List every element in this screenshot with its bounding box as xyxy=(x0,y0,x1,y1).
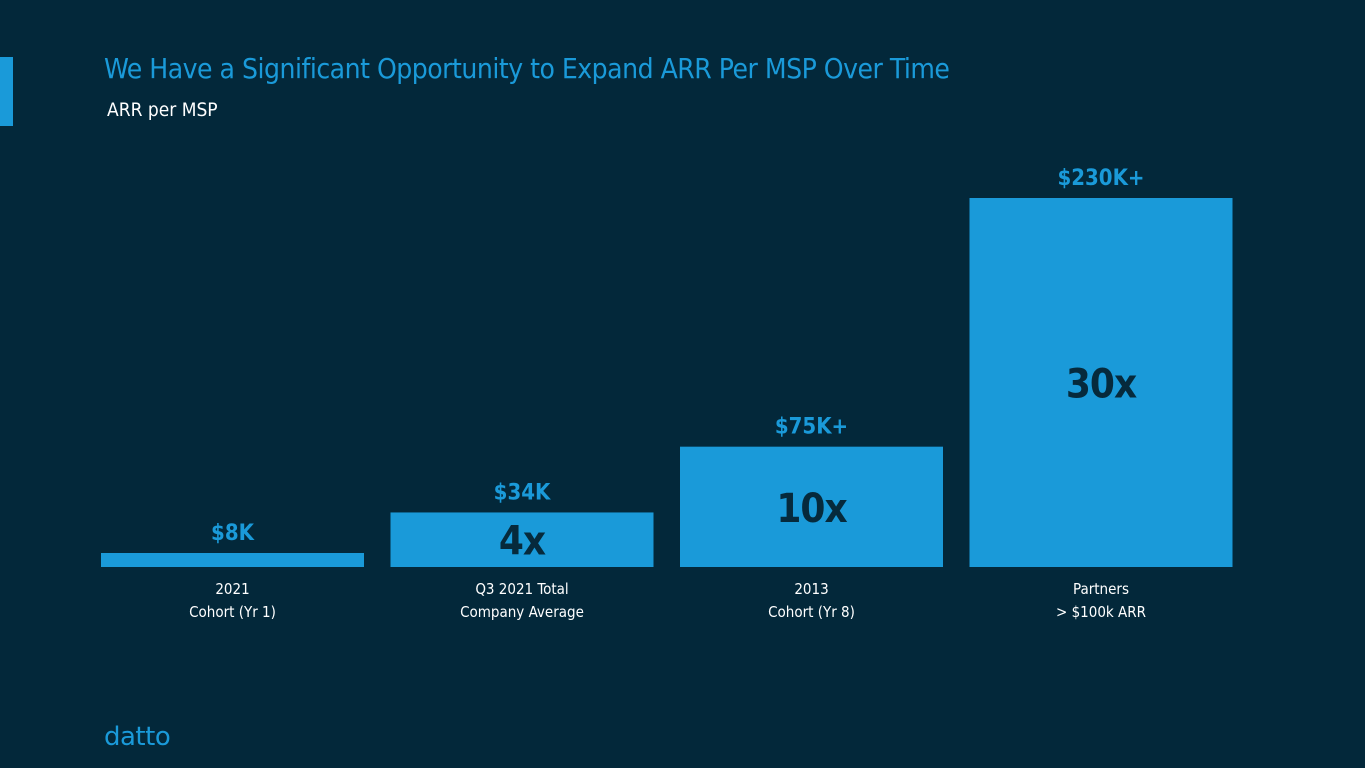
bar-value-label: $75K+ xyxy=(775,415,848,440)
bar xyxy=(969,198,1233,567)
category-tick-line: Company Average xyxy=(460,603,584,621)
bar-multiplier-label: 4x xyxy=(499,519,546,565)
category-tick-line: Cohort (Yr 8) xyxy=(768,603,855,621)
category-tick-label: Partners > $100k ARR xyxy=(1056,580,1146,621)
category-tick-line: > $100k ARR xyxy=(1056,603,1146,621)
bar-multiplier-label: 10x xyxy=(776,486,847,532)
slide-subtitle: ARR per MSP xyxy=(107,99,218,121)
datto-logo: datto xyxy=(104,722,171,752)
bar-value-label: $8K xyxy=(211,521,255,546)
bar xyxy=(680,446,943,567)
bar-multiplier-label: 30x xyxy=(1066,362,1137,408)
category-tick-line: Partners xyxy=(1073,580,1129,598)
category-tick-line: Q3 2021 Total xyxy=(475,580,568,598)
bar xyxy=(101,553,364,567)
category-tick-label: 2021 Cohort (Yr 1) xyxy=(189,580,276,621)
category-tick-line: 2013 xyxy=(794,580,828,598)
accent-bar xyxy=(0,57,13,126)
bar-value-label: $34K xyxy=(494,480,551,505)
category-tick-line: 2021 xyxy=(215,580,249,598)
slide-title: We Have a Significant Opportunity to Exp… xyxy=(104,52,950,85)
category-tick-label: Q3 2021 Total Company Average xyxy=(460,580,584,621)
category-tick-label: 2013 Cohort (Yr 8) xyxy=(768,580,855,621)
category-tick-line: Cohort (Yr 1) xyxy=(189,603,276,621)
bar xyxy=(390,512,654,567)
bar-value-label: $230K+ xyxy=(1057,166,1144,191)
